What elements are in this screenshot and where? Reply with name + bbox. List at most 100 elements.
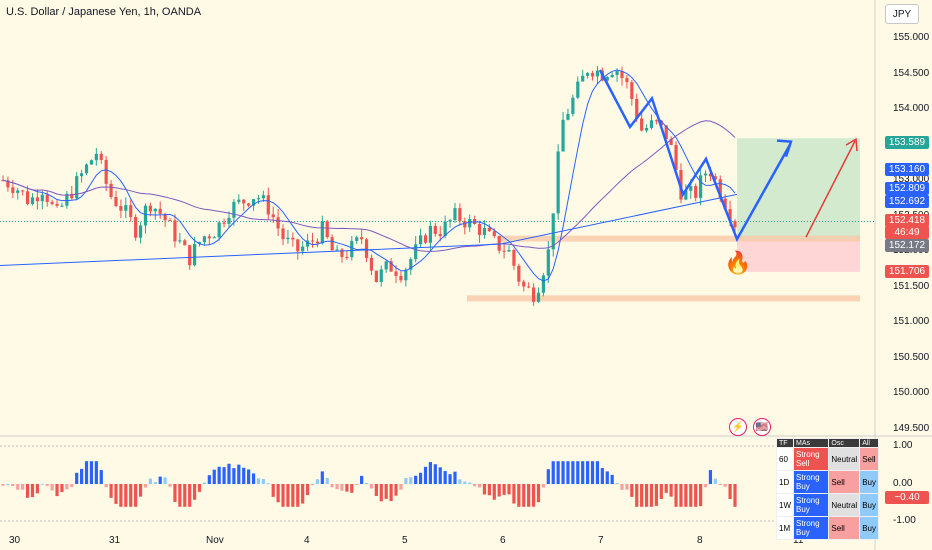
indicator-bar [192, 484, 197, 500]
time-axis-label: 5 [402, 535, 408, 546]
indicator-bar [158, 476, 162, 484]
price-axis-label: 149.500 [893, 423, 930, 434]
indicator-bar [723, 484, 727, 487]
indicator-bar [227, 463, 231, 484]
indicator-bar [546, 469, 550, 484]
candle-body [65, 193, 69, 206]
candle-body [168, 220, 172, 222]
indicator-bar [291, 484, 295, 507]
candle-body [178, 240, 182, 242]
alt-projection-line [805, 140, 856, 238]
candle-body [104, 159, 108, 184]
candle-body [448, 220, 452, 222]
candle-body [188, 245, 192, 266]
trend-ma-line [0, 193, 738, 266]
candle-body [531, 287, 536, 302]
indicator-bar [644, 484, 649, 507]
indicator-bar [507, 484, 511, 495]
indicator-bar [389, 484, 393, 502]
indicator-bar [694, 484, 698, 507]
indicator-bar [183, 484, 187, 507]
candle-body [541, 275, 546, 293]
candle-body [561, 119, 565, 152]
candle-body [237, 199, 241, 202]
price-axis-label: 151.500 [893, 280, 930, 292]
candle-body [453, 208, 457, 221]
price-axis-label: 153.000 [893, 174, 930, 186]
candle-body [468, 218, 472, 228]
indicator-bar [281, 484, 285, 507]
indicator-bar [689, 484, 693, 507]
candle-body [684, 190, 688, 200]
currency-button[interactable]: JPY [885, 4, 919, 24]
candle-body [718, 179, 722, 199]
us-flag-event-icon[interactable]: 🇺🇸 [753, 418, 771, 436]
indicator-bar [153, 482, 157, 484]
candle-body [345, 257, 349, 259]
indicator-bar [404, 477, 408, 484]
candle-body [615, 70, 619, 75]
price-tag-timer: 46:49 [885, 226, 929, 239]
candle-body [183, 240, 187, 246]
table-cell-all: Buy [859, 516, 879, 540]
indicator-bar [605, 471, 609, 484]
indicator-bar [364, 482, 369, 484]
candle-body [45, 194, 49, 202]
indicator-bar [197, 484, 202, 492]
indicator-bar [80, 468, 84, 484]
candle-body [644, 127, 649, 131]
indicator-bar [276, 484, 280, 503]
table-cell-mas: Strong Sell [792, 447, 830, 471]
indicator-bar [271, 484, 275, 497]
candle-body [281, 228, 285, 240]
support-band-lower [467, 295, 860, 302]
candle-body [80, 173, 84, 177]
indicator-bar [65, 484, 69, 490]
indicator-bar [301, 484, 305, 504]
indicator-bar [718, 484, 722, 485]
candle-body [414, 244, 418, 260]
indicator-bar [728, 484, 732, 500]
indicator-bar [369, 484, 374, 489]
indicator-pane-bg [0, 437, 875, 527]
lightning-event-icon[interactable]: ⚡ [729, 418, 747, 436]
candle-body [576, 81, 580, 98]
indicator-bar [664, 484, 668, 493]
candle-body [689, 186, 693, 191]
candle-body [522, 281, 526, 287]
indicator-bar [325, 477, 329, 484]
candle-body [89, 160, 94, 165]
candle-body [610, 74, 614, 78]
candle-body [158, 208, 162, 214]
indicator-bar [576, 461, 580, 484]
indicator-bar [477, 484, 482, 488]
candle-body [625, 78, 629, 83]
candle-body [340, 249, 344, 258]
indicator-bar [222, 467, 226, 484]
indicator-bar [286, 484, 290, 507]
indicator-bar [733, 484, 737, 507]
candle-body [119, 206, 123, 211]
indicator-bar [443, 471, 447, 484]
candle-body [50, 201, 54, 204]
candle-body [124, 205, 128, 211]
candle-body [571, 97, 575, 114]
indicator-bar [143, 484, 148, 488]
candle-body [197, 242, 202, 245]
candle-body [173, 220, 177, 242]
indicator-bar [541, 484, 546, 488]
candle-body [546, 249, 550, 276]
candle-body [315, 241, 320, 244]
indicator-bar [571, 461, 575, 484]
candle-body [369, 257, 374, 271]
indicator-bar [433, 464, 437, 484]
indicator-bar [684, 484, 688, 507]
indicator-bar [124, 484, 128, 507]
candle-body [409, 259, 413, 270]
time-axis-label: 4 [304, 535, 310, 546]
indicator-bar [173, 484, 177, 503]
candle-body [251, 199, 256, 206]
indicator-bar [360, 475, 364, 484]
indicator-bar [242, 467, 246, 484]
